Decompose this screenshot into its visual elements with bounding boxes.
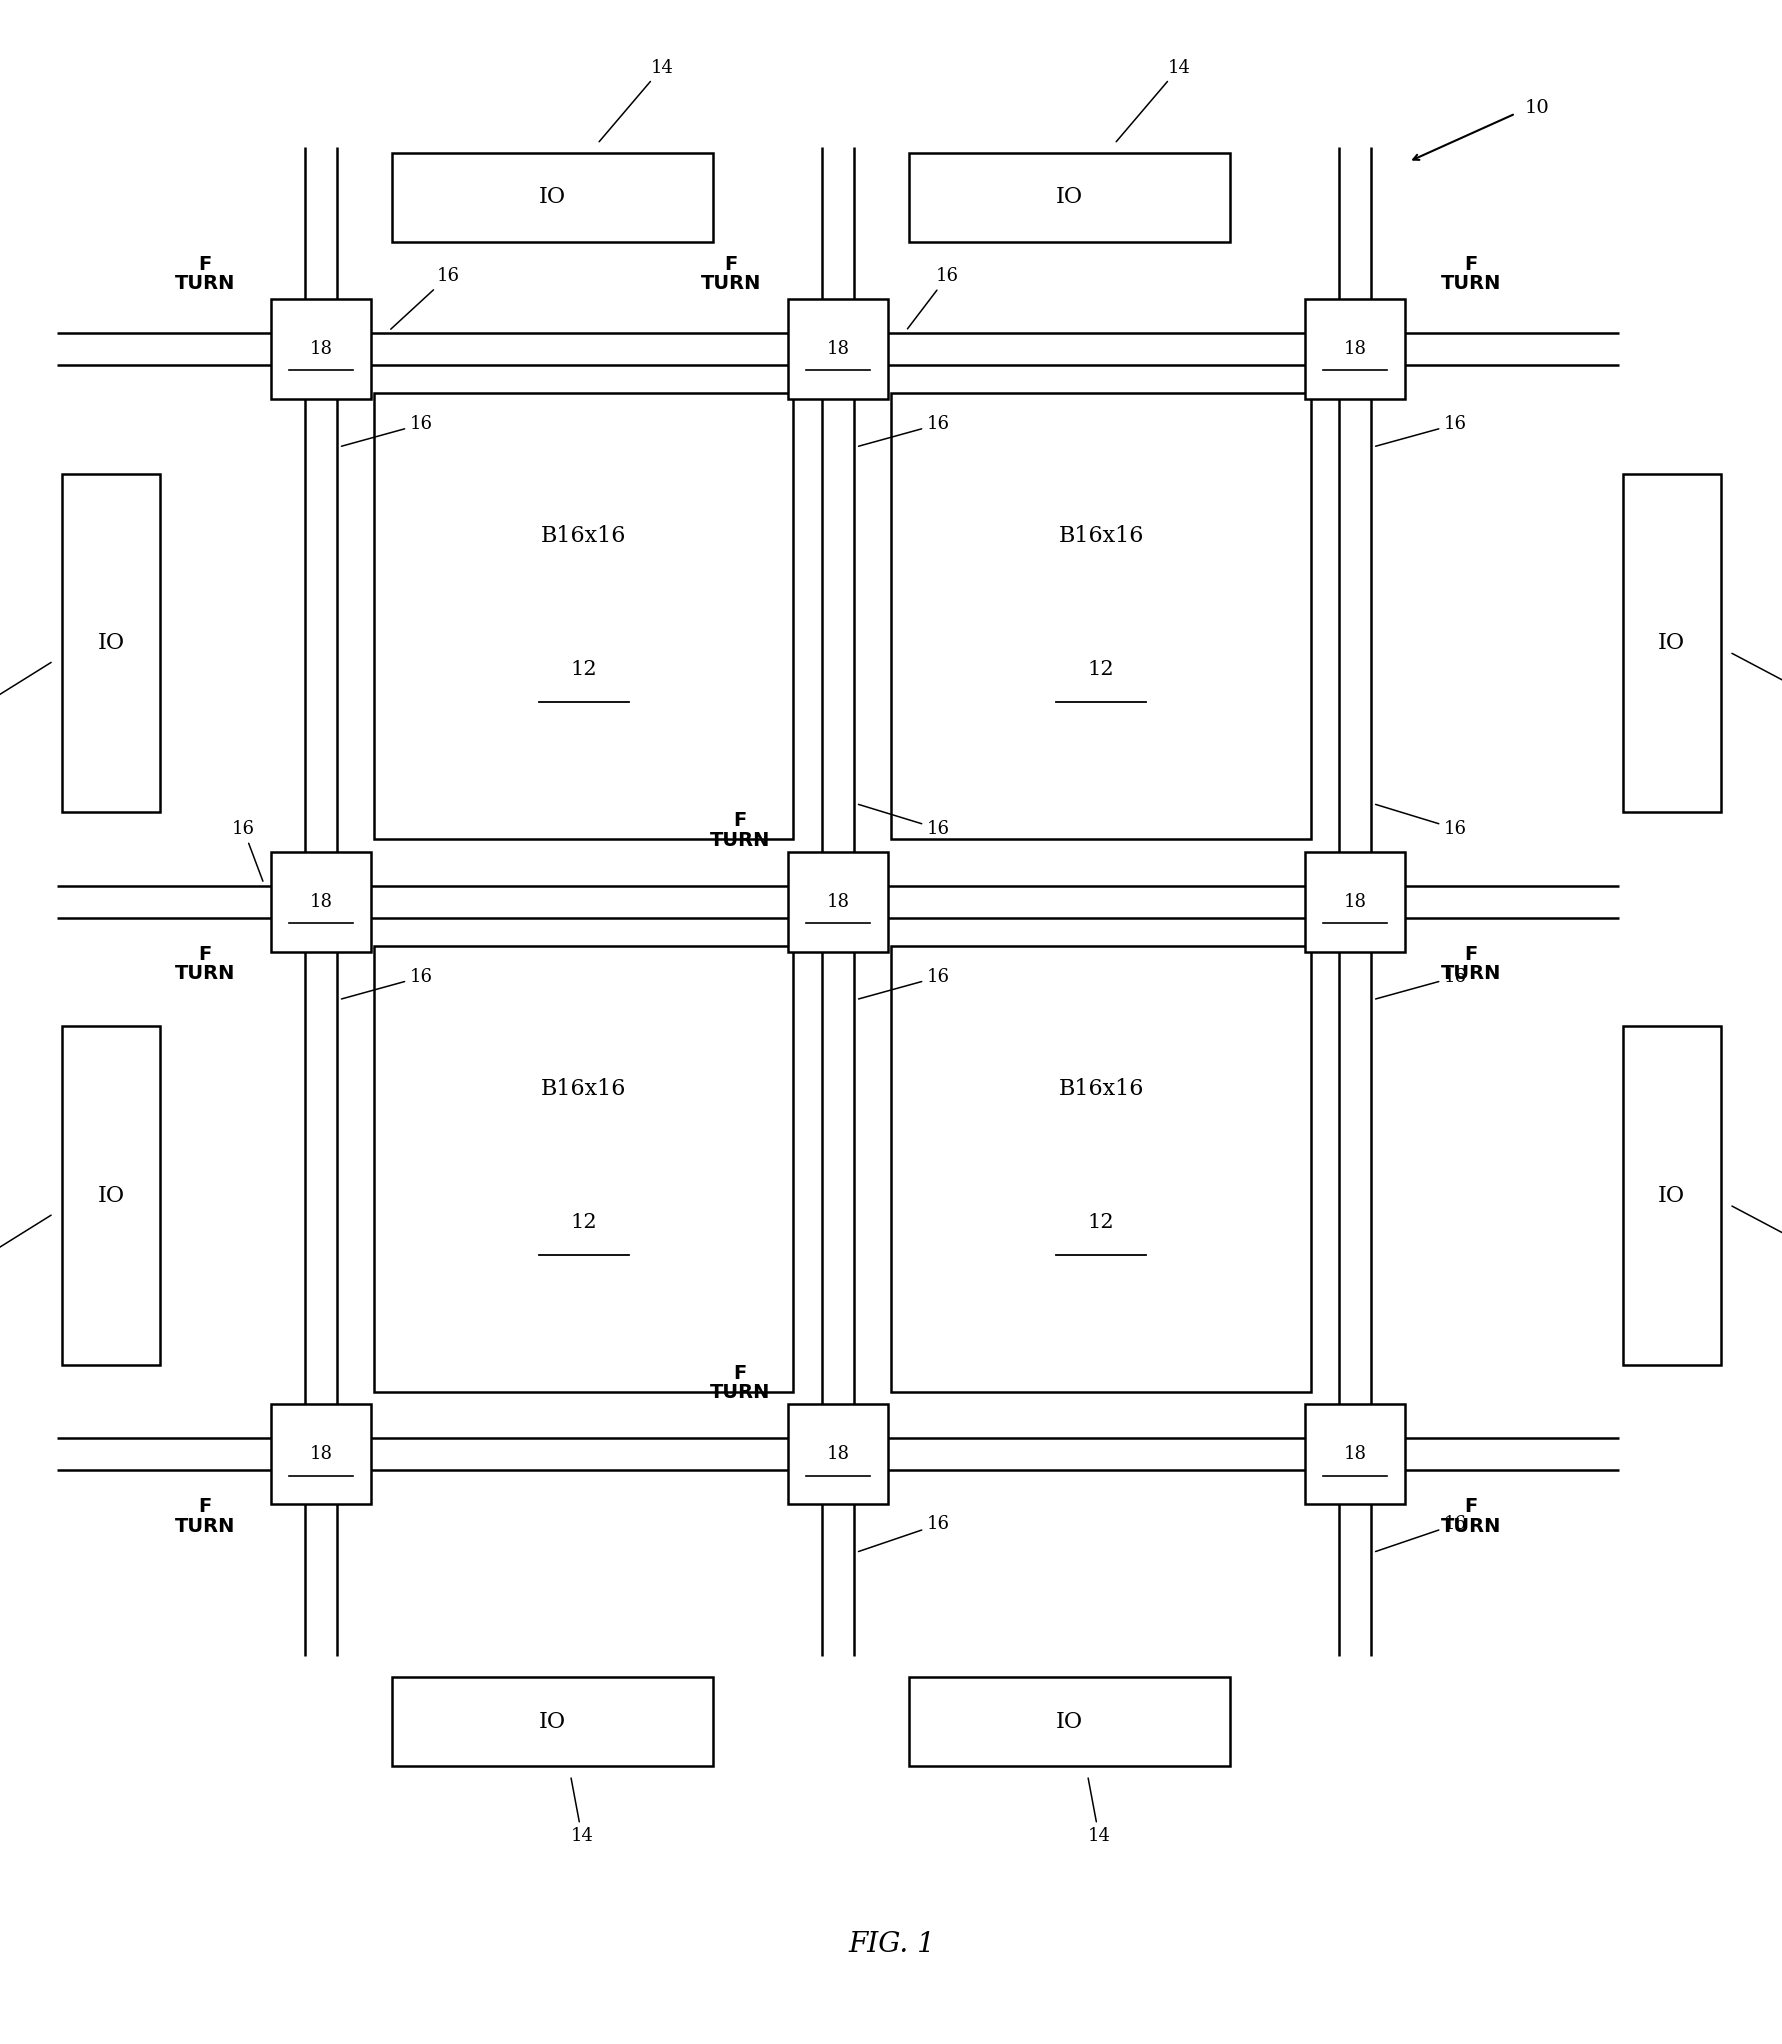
Text: F
TURN: F TURN	[700, 256, 761, 294]
Bar	[1304, 298, 1404, 399]
Text: 14: 14	[570, 1778, 593, 1846]
Bar	[271, 298, 371, 399]
Text: F
TURN: F TURN	[175, 256, 235, 294]
Text: IO: IO	[1055, 186, 1083, 208]
Text: IO: IO	[98, 1186, 125, 1206]
Bar	[62, 474, 160, 814]
Text: B16x16: B16x16	[1059, 1077, 1142, 1100]
Text: 18: 18	[310, 893, 331, 912]
Text: B16x16: B16x16	[1059, 525, 1142, 548]
Text: 12: 12	[1087, 660, 1114, 679]
Text: B16x16: B16x16	[542, 1077, 625, 1100]
Bar	[62, 1026, 160, 1365]
Bar	[374, 394, 793, 840]
Text: F
TURN: F TURN	[175, 1498, 235, 1537]
Text: F
TURN: F TURN	[709, 1363, 770, 1402]
Text: 14: 14	[0, 1214, 52, 1271]
Text: 10: 10	[1524, 100, 1549, 117]
Text: 16: 16	[1376, 415, 1467, 446]
Text: 18: 18	[827, 893, 848, 912]
Bar	[392, 1678, 713, 1766]
Text: F
TURN: F TURN	[1440, 944, 1500, 983]
Text: 18: 18	[1344, 339, 1365, 358]
Text: 16: 16	[1376, 969, 1467, 1000]
Text: 14: 14	[0, 662, 52, 717]
Text: IO: IO	[1055, 1711, 1083, 1733]
Bar	[1304, 852, 1404, 953]
Text: IO: IO	[98, 632, 125, 654]
Text: F
TURN: F TURN	[175, 944, 235, 983]
Text: IO: IO	[1657, 1186, 1684, 1206]
Text: 16: 16	[390, 268, 460, 329]
Bar	[1622, 1026, 1720, 1365]
Bar	[891, 946, 1310, 1392]
Text: 16: 16	[1374, 1515, 1467, 1551]
Text: 16: 16	[1374, 805, 1467, 838]
Text: 16: 16	[857, 805, 950, 838]
Text: 16: 16	[859, 415, 950, 446]
Text: 16: 16	[342, 969, 433, 1000]
Text: 14: 14	[599, 59, 674, 141]
Text: 12: 12	[1087, 1212, 1114, 1233]
Text: F
TURN: F TURN	[709, 811, 770, 850]
Bar	[374, 946, 793, 1392]
Text: FIG. 1: FIG. 1	[848, 1932, 934, 1958]
Bar	[271, 852, 371, 953]
Text: 18: 18	[827, 339, 848, 358]
Bar	[788, 1404, 887, 1504]
Bar	[392, 153, 713, 241]
Text: F
TURN: F TURN	[1440, 1498, 1500, 1537]
Bar	[788, 298, 887, 399]
Text: 12: 12	[570, 1212, 597, 1233]
Bar	[271, 1404, 371, 1504]
Text: 18: 18	[310, 1445, 331, 1464]
Text: IO: IO	[538, 1711, 567, 1733]
Bar	[909, 1678, 1230, 1766]
Text: 14: 14	[1730, 654, 1782, 709]
Text: B16x16: B16x16	[542, 525, 625, 548]
Text: 18: 18	[1344, 893, 1365, 912]
Bar	[788, 852, 887, 953]
Text: 12: 12	[570, 660, 597, 679]
Text: 18: 18	[310, 339, 331, 358]
Text: F
TURN: F TURN	[1440, 256, 1500, 294]
Text: 18: 18	[827, 1445, 848, 1464]
Text: 16: 16	[859, 969, 950, 1000]
Text: 14: 14	[1730, 1206, 1782, 1263]
Text: 14: 14	[1116, 59, 1190, 141]
Bar	[909, 153, 1230, 241]
Bar	[891, 394, 1310, 840]
Text: 18: 18	[1344, 1445, 1365, 1464]
Text: 16: 16	[907, 268, 959, 329]
Text: 14: 14	[1087, 1778, 1110, 1846]
Bar	[1622, 474, 1720, 814]
Text: 16: 16	[342, 415, 433, 446]
Text: 16: 16	[857, 1515, 950, 1551]
Text: IO: IO	[1657, 632, 1684, 654]
Text: IO: IO	[538, 186, 567, 208]
Bar	[1304, 1404, 1404, 1504]
Text: 16: 16	[232, 820, 262, 881]
